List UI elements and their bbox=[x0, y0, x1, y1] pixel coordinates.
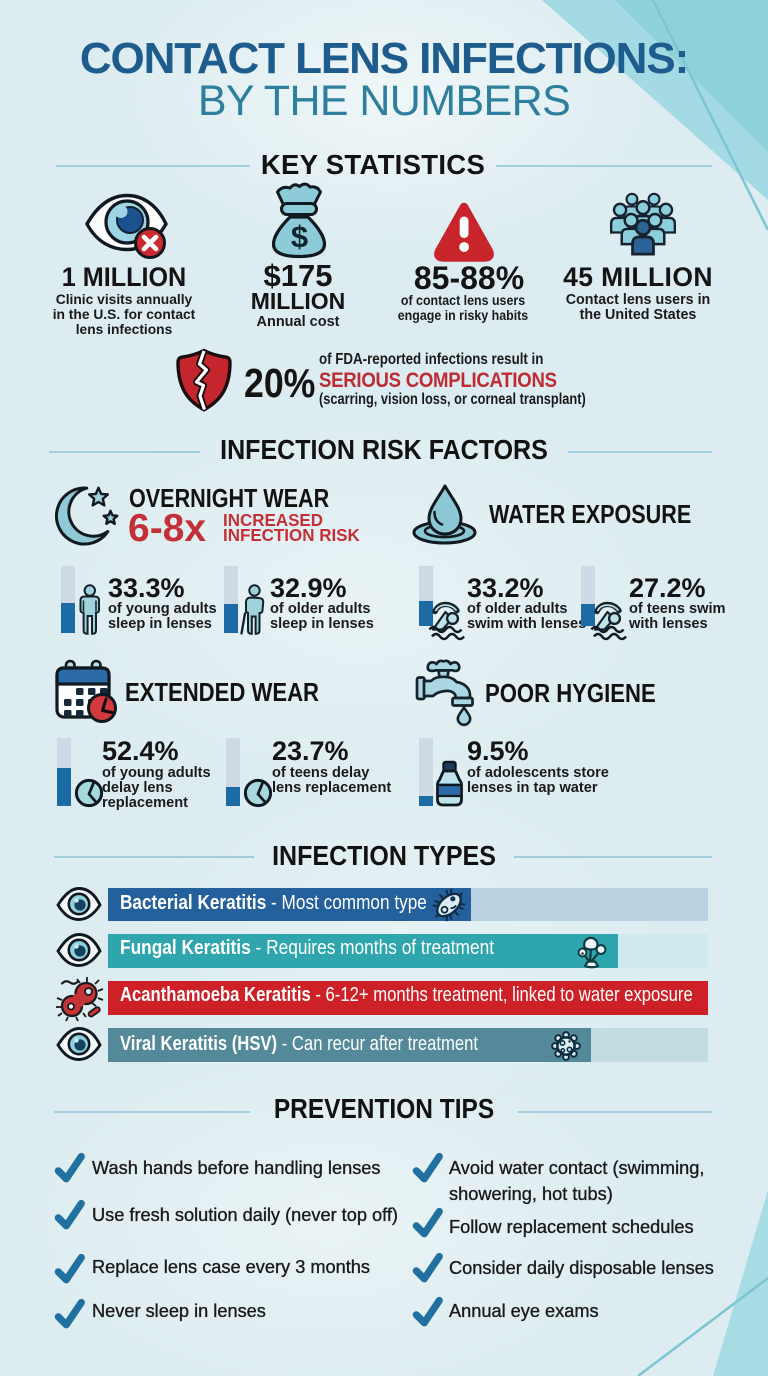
svg-text:$: $ bbox=[291, 219, 308, 254]
